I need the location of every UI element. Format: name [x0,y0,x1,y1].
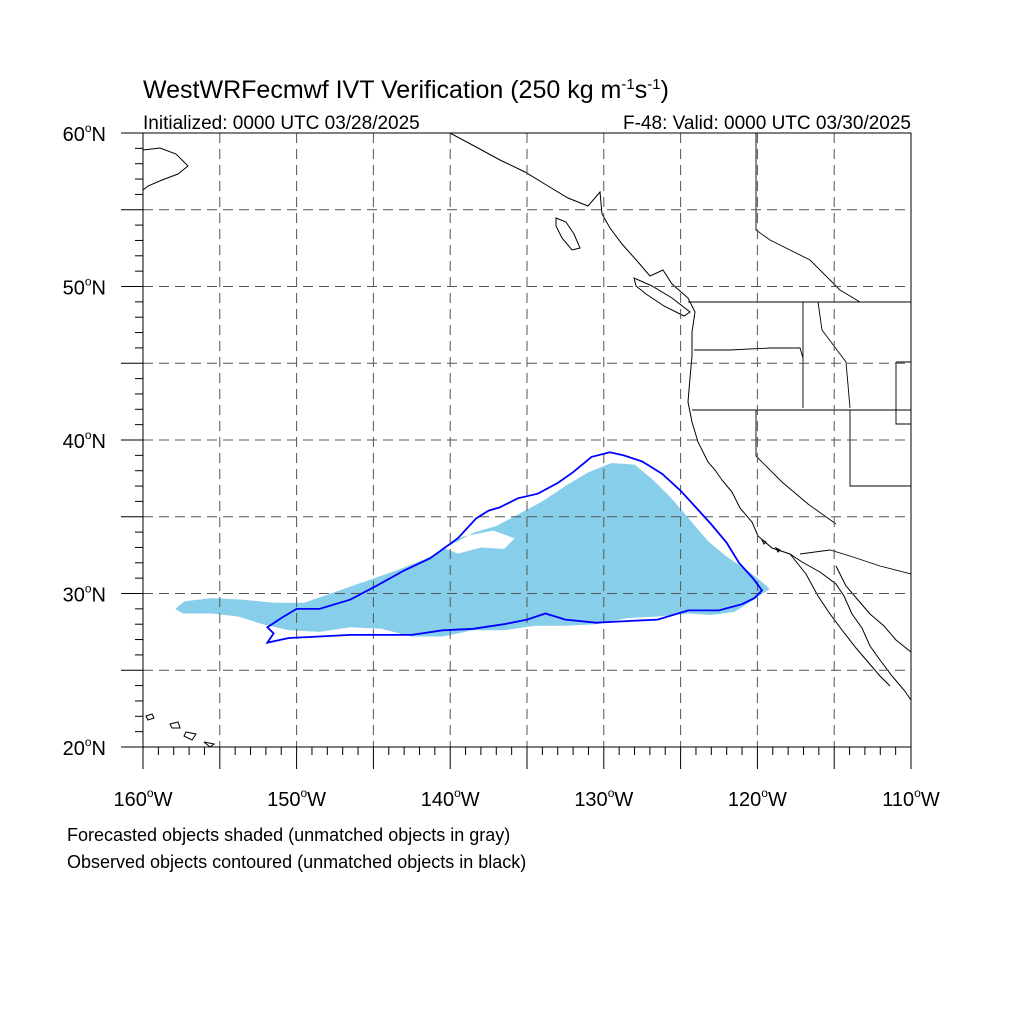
forecast-object-shaded [175,463,770,637]
lon-label: 110oW [882,786,940,811]
border-california-nevada [755,410,837,525]
border-utah [895,361,911,425]
border-idaho [802,301,851,409]
observed-caption: Observed objects contoured (unmatched ob… [67,852,527,872]
island-channel [760,538,781,553]
lat-label: 30oN [63,582,106,607]
map-title: WestWRFecmwf IVT Verification (250 kg m-… [143,76,669,104]
island-haida-gwaii [555,217,581,251]
coastline-alaska [143,147,189,191]
island-hawaii [145,713,216,747]
lat-label: 40oN [63,428,106,453]
lat-label: 20oN [63,735,106,760]
axis-ticks [121,132,912,769]
lon-label: 130oW [574,786,633,811]
border-nevada-arizona [849,410,911,487]
axis-labels: 60oN 50oN 40oN 30oN 20oN 160oW 150oW 140oW 130oW… [63,121,940,811]
lat-label: 50oN [63,275,106,300]
border-canada-alaska [755,133,861,303]
coastline-baja [789,553,891,687]
coastline-gulf-california [835,565,911,653]
political-boundaries [688,133,911,575]
observed-object-contour [265,451,764,644]
lon-label: 150oW [267,786,326,811]
coastline-layer [143,133,911,747]
lat-label: 60oN [63,121,106,146]
border-usa-mexico [799,549,911,575]
valid-time-label: F-48: Valid: 0000 UTC 03/30/2025 [623,113,911,134]
border-washington-oregon [694,347,804,359]
island-vancouver [633,277,691,317]
init-time-label: Initialized: 0000 UTC 03/28/2025 [143,113,420,134]
lon-label: 160oW [114,786,173,811]
lon-label: 120oW [728,786,787,811]
forecast-caption: Forecasted objects shaded (unmatched obj… [67,825,511,845]
lon-label: 140oW [421,786,480,811]
coastline-north-america [449,133,911,701]
lat-lon-grid [143,133,911,747]
